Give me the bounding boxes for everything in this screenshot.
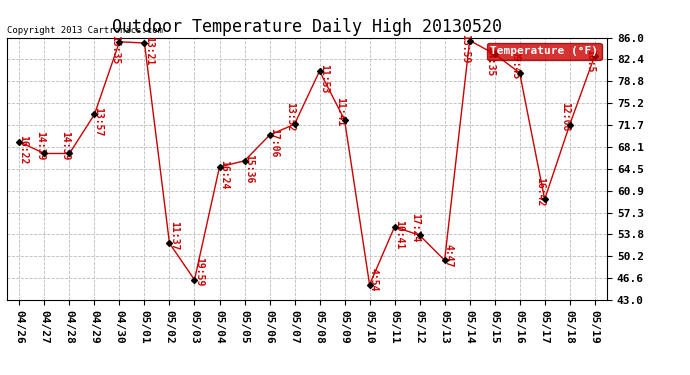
Text: 11:37: 11:37 [168, 221, 179, 250]
Text: 17:06: 17:06 [268, 128, 279, 158]
Text: 14:35: 14:35 [486, 47, 495, 76]
Text: Copyright 2013 Cartronics.com: Copyright 2013 Cartronics.com [7, 26, 163, 35]
Text: 14:39: 14:39 [60, 131, 70, 160]
Text: 17:24: 17:24 [411, 213, 420, 242]
Text: 13:52: 13:52 [286, 102, 295, 131]
Text: 10:41: 10:41 [394, 220, 404, 249]
Text: 4:54: 4:54 [368, 268, 379, 292]
Text: 13:57: 13:57 [94, 108, 104, 137]
Text: 12:08: 12:08 [560, 102, 571, 132]
Text: 16:42: 16:42 [535, 177, 546, 206]
Text: 15:35: 15:35 [110, 35, 120, 64]
Text: 11:41: 11:41 [335, 98, 346, 127]
Text: 16:5: 16:5 [586, 49, 595, 72]
Text: 13:21: 13:21 [144, 36, 154, 65]
Text: 15:36: 15:36 [244, 154, 254, 183]
Text: 4:47: 4:47 [444, 244, 454, 267]
Legend: Temperature (°F): Temperature (°F) [487, 43, 602, 60]
Text: 14:39: 14:39 [35, 131, 46, 160]
Text: 09:45: 09:45 [511, 51, 520, 80]
Text: 16:24: 16:24 [219, 160, 228, 189]
Text: 11:53: 11:53 [319, 64, 328, 93]
Text: 19:59: 19:59 [194, 257, 204, 287]
Text: 16:22: 16:22 [19, 135, 28, 164]
Title: Outdoor Temperature Daily High 20130520: Outdoor Temperature Daily High 20130520 [112, 18, 502, 36]
Text: 13:59: 13:59 [460, 34, 471, 63]
